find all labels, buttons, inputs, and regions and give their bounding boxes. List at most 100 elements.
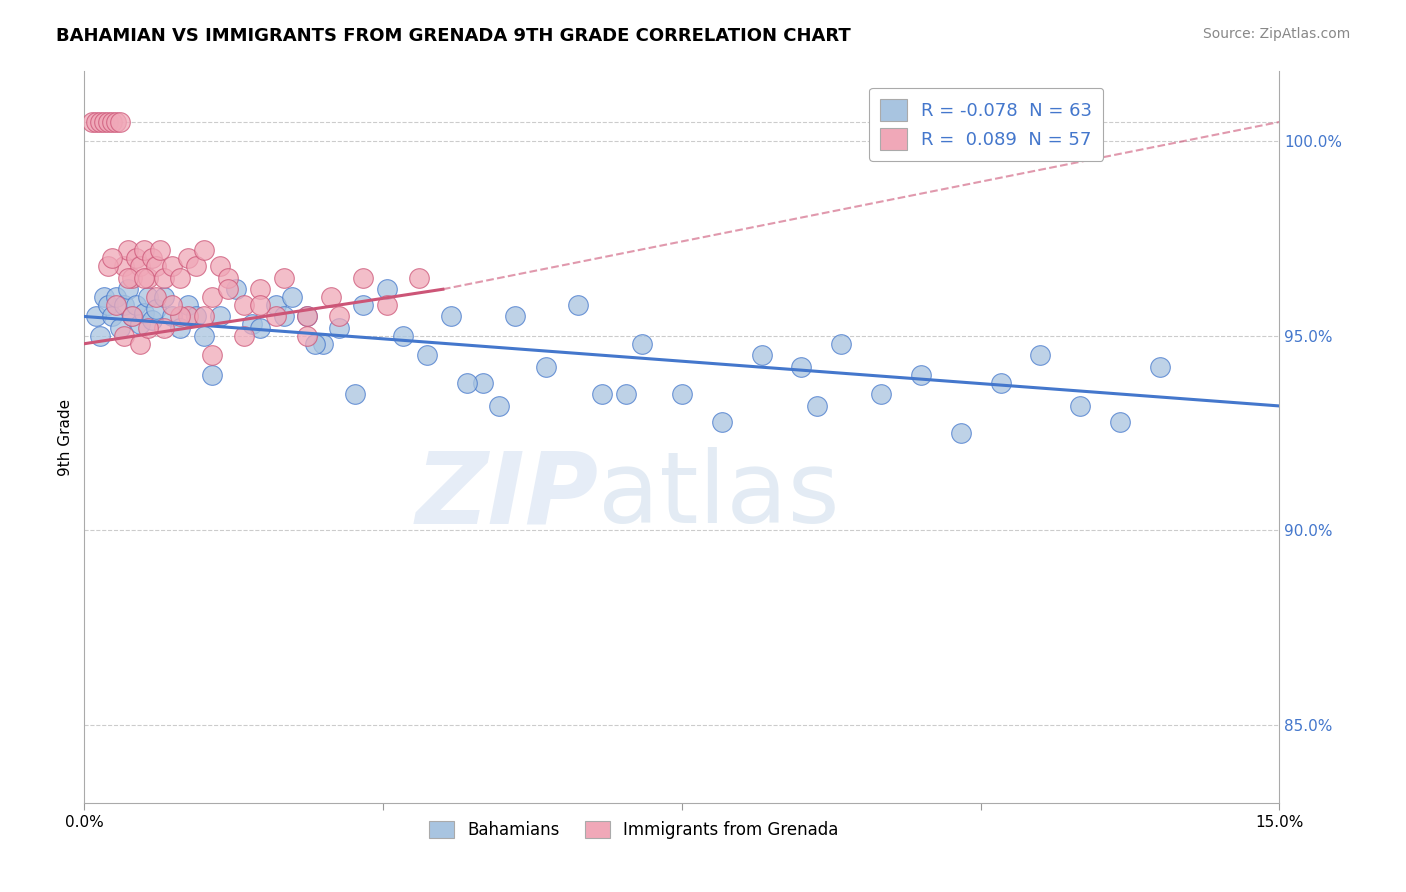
Point <box>328 321 350 335</box>
Point <box>153 321 176 335</box>
Point <box>249 298 271 312</box>
Point <box>141 251 163 265</box>
Point <box>273 310 295 324</box>
Point <box>232 298 254 312</box>
Point <box>297 329 319 343</box>
Point <box>129 318 152 332</box>
Point <box>297 310 319 324</box>
Point <box>710 415 733 429</box>
Point <box>273 270 295 285</box>
Point <box>101 310 124 324</box>
Point <box>297 310 319 324</box>
Point <box>141 313 163 327</box>
Point <box>249 282 271 296</box>
Text: ZIP: ZIP <box>415 447 599 544</box>
Point <box>105 290 128 304</box>
Point <box>160 259 183 273</box>
Text: Source: ZipAtlas.com: Source: ZipAtlas.com <box>1202 27 1350 41</box>
Point <box>503 310 526 324</box>
Point <box>240 318 263 332</box>
Text: atlas: atlas <box>599 447 839 544</box>
Point <box>117 282 139 296</box>
Point <box>312 336 335 351</box>
Point <box>112 259 135 273</box>
Point <box>177 251 200 265</box>
Point <box>105 298 128 312</box>
Point <box>153 270 176 285</box>
Point <box>160 310 183 324</box>
Point <box>112 329 135 343</box>
Point <box>136 321 159 335</box>
Point <box>352 270 374 285</box>
Point <box>201 290 224 304</box>
Point <box>201 348 224 362</box>
Point <box>193 329 215 343</box>
Point <box>830 336 852 351</box>
Point <box>217 282 239 296</box>
Point <box>232 329 254 343</box>
Point <box>264 310 287 324</box>
Point <box>93 115 115 129</box>
Y-axis label: 9th Grade: 9th Grade <box>58 399 73 475</box>
Point <box>86 115 108 129</box>
Point <box>129 259 152 273</box>
Point <box>392 329 415 343</box>
Point <box>375 282 398 296</box>
Point <box>145 259 167 273</box>
Point <box>169 321 191 335</box>
Point <box>86 310 108 324</box>
Point <box>567 298 589 312</box>
Point <box>193 244 215 258</box>
Point <box>1109 415 1132 429</box>
Point <box>949 426 972 441</box>
Point <box>125 251 148 265</box>
Point <box>614 387 637 401</box>
Point <box>132 244 156 258</box>
Point <box>89 329 111 343</box>
Point <box>93 290 115 304</box>
Point <box>225 282 247 296</box>
Point <box>416 348 439 362</box>
Point <box>217 270 239 285</box>
Point <box>208 310 231 324</box>
Point <box>121 270 143 285</box>
Point <box>870 387 893 401</box>
Point <box>117 244 139 258</box>
Point <box>536 359 558 374</box>
Point <box>110 115 132 129</box>
Legend: Bahamians, Immigrants from Grenada: Bahamians, Immigrants from Grenada <box>423 814 845 846</box>
Point <box>328 310 350 324</box>
Point <box>177 298 200 312</box>
Point <box>990 376 1012 390</box>
Point <box>264 298 287 312</box>
Point <box>249 321 271 335</box>
Point <box>101 251 124 265</box>
Point <box>344 387 367 401</box>
Point <box>153 290 176 304</box>
Point <box>105 115 128 129</box>
Point <box>110 321 132 335</box>
Point <box>408 270 430 285</box>
Point <box>160 298 183 312</box>
Point <box>671 387 693 401</box>
Point <box>121 310 143 324</box>
Point <box>136 270 159 285</box>
Point <box>910 368 932 382</box>
Text: BAHAMIAN VS IMMIGRANTS FROM GRENADA 9TH GRADE CORRELATION CHART: BAHAMIAN VS IMMIGRANTS FROM GRENADA 9TH … <box>56 27 851 45</box>
Point <box>304 336 326 351</box>
Point <box>193 310 215 324</box>
Point <box>488 399 510 413</box>
Point <box>806 399 828 413</box>
Point <box>208 259 231 273</box>
Point <box>631 336 654 351</box>
Point <box>132 305 156 319</box>
Point <box>82 115 104 129</box>
Point <box>101 115 124 129</box>
Point <box>129 336 152 351</box>
Point <box>97 259 120 273</box>
Point <box>169 270 191 285</box>
Point <box>145 301 167 316</box>
Point <box>177 310 200 324</box>
Point <box>136 290 159 304</box>
Point <box>149 244 172 258</box>
